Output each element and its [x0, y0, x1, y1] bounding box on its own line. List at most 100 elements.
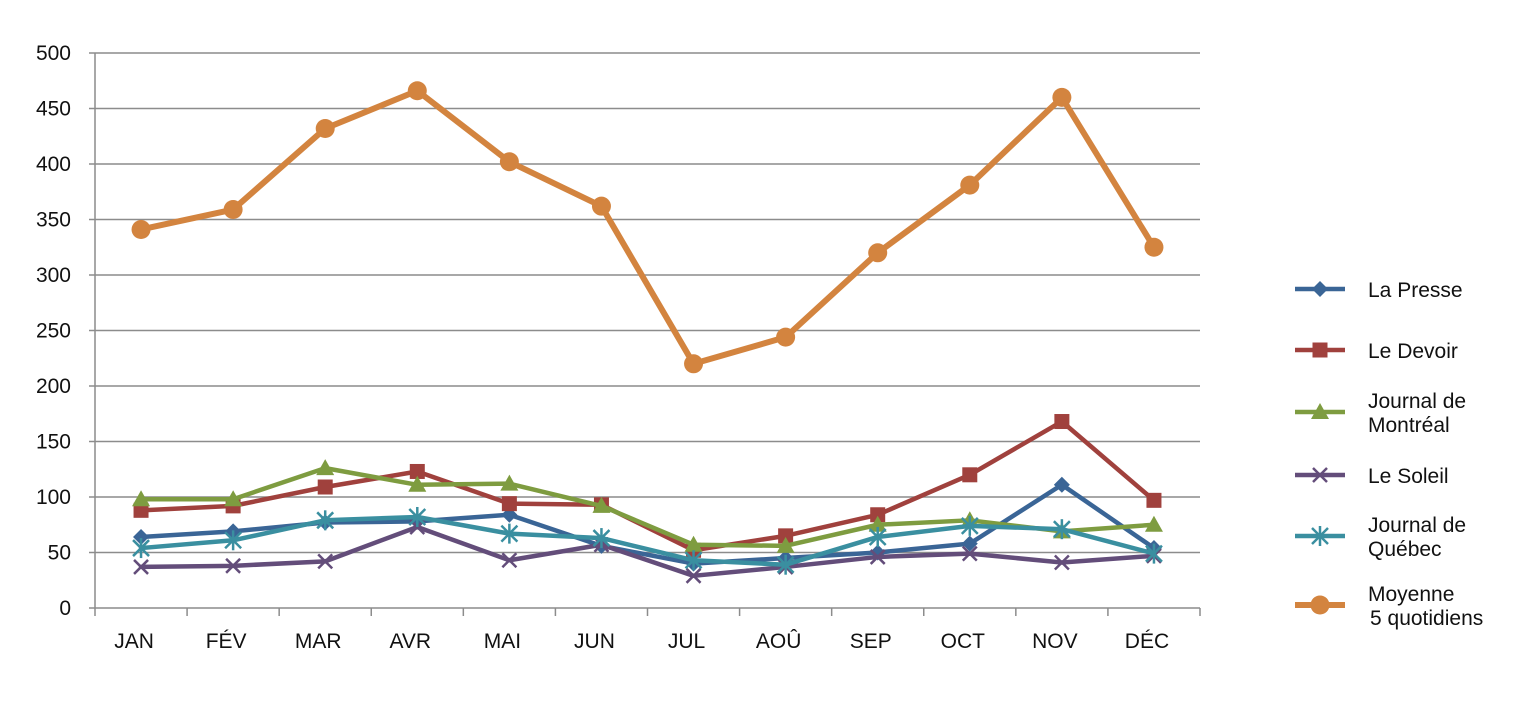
y-tick-label: 100 — [36, 486, 71, 509]
series-journal-de-montreal — [132, 459, 1163, 553]
legend-item-la-presse: La Presse — [1295, 279, 1463, 302]
data-point — [132, 538, 150, 559]
data-point — [132, 490, 151, 507]
data-point — [501, 496, 517, 512]
data-point — [131, 219, 151, 239]
data-point — [960, 515, 979, 536]
data-point — [315, 118, 335, 138]
legend-swatch-marker — [1312, 342, 1328, 358]
data-point — [317, 553, 334, 570]
data-point — [592, 496, 611, 513]
data-point — [1145, 543, 1163, 564]
data-point — [408, 506, 427, 527]
series-line — [138, 514, 1157, 567]
marker-stroke — [1053, 554, 1070, 571]
data-point — [501, 552, 518, 569]
x-tick-label: MAI — [484, 630, 521, 653]
y-tick-label: 500 — [36, 42, 71, 65]
series-moyenne-5-quotidiens — [131, 81, 1164, 374]
series-line — [138, 87, 1157, 367]
data-point — [1052, 87, 1072, 107]
data-point — [868, 526, 887, 547]
data-point — [684, 354, 704, 374]
x-tick-label: NOV — [1032, 630, 1078, 653]
legend-label: Journal de — [1368, 514, 1466, 537]
x-tick-label: FÉV — [206, 630, 247, 653]
data-point — [960, 175, 980, 195]
y-tick-label: 50 — [48, 542, 71, 565]
series-le-soleil — [133, 519, 1162, 584]
x-tick-label: AVR — [389, 630, 431, 653]
y-tick-label: 200 — [36, 375, 71, 398]
data-point — [868, 243, 888, 263]
series-group — [131, 81, 1164, 584]
data-point — [133, 559, 149, 575]
legend-label: 5 quotidiens — [1370, 607, 1483, 630]
legend-label: Moyenne — [1368, 583, 1454, 606]
series-le-devoir — [133, 414, 1162, 558]
x-tick-label: SEP — [850, 630, 892, 653]
marker-stroke — [685, 567, 702, 584]
data-point — [499, 152, 519, 172]
marker-stroke — [1312, 467, 1328, 483]
data-point — [1144, 515, 1163, 532]
y-tick-label: 400 — [36, 153, 71, 176]
data-point — [409, 463, 425, 479]
data-point — [317, 479, 333, 495]
data-point — [500, 523, 519, 544]
x-tick-label: OCT — [941, 630, 986, 653]
data-point — [776, 554, 795, 575]
marker-stroke — [961, 545, 978, 562]
x-tick-label: DÉC — [1125, 630, 1169, 653]
data-point — [1053, 476, 1070, 493]
y-tick-label: 450 — [36, 98, 71, 121]
data-point — [868, 515, 887, 532]
data-point — [685, 567, 702, 584]
data-point — [961, 535, 978, 552]
y-tick-label: 350 — [36, 209, 71, 232]
data-point — [223, 200, 243, 220]
legend-label: La Presse — [1368, 279, 1463, 302]
axes — [89, 52, 1201, 616]
y-tick-label: 0 — [59, 597, 71, 620]
data-point — [224, 530, 243, 551]
data-point — [408, 475, 427, 492]
legend-swatch-marker — [1312, 467, 1328, 483]
series-line — [138, 465, 1157, 549]
legend-label: Journal de — [1368, 390, 1466, 413]
data-point — [1052, 519, 1071, 540]
legend-label: Le Soleil — [1368, 465, 1449, 488]
x-axis-ticks: JAN FÉV MAR AVR MAI JUN JUL AOÛ SEP OCT NOV DÉC — [114, 630, 1169, 653]
legend-swatch-marker — [1311, 403, 1329, 419]
data-point — [684, 550, 703, 571]
marker-stroke — [133, 559, 149, 575]
data-point — [316, 510, 335, 531]
x-tick-label: MAR — [295, 630, 342, 653]
data-point — [1053, 554, 1070, 571]
y-tick-label: 300 — [36, 264, 71, 287]
data-point — [776, 327, 796, 347]
data-point — [961, 545, 978, 562]
legend-label: Le Devoir — [1368, 340, 1458, 363]
y-tick-label: 150 — [36, 431, 71, 454]
data-point — [225, 557, 242, 574]
legend-label: Montréal — [1368, 414, 1450, 437]
legend-item-le-devoir: Le Devoir — [1295, 340, 1458, 363]
data-point — [869, 549, 886, 565]
data-point — [407, 81, 427, 101]
data-point — [776, 536, 795, 553]
x-tick-label: AOÛ — [756, 630, 802, 653]
data-point — [1144, 237, 1164, 257]
data-point — [962, 467, 978, 483]
data-point — [1146, 492, 1162, 508]
x-tick-label: JUL — [668, 630, 705, 653]
marker-stroke — [501, 552, 518, 569]
legend-item-le-soleil: Le Soleil — [1295, 465, 1449, 488]
gridlines — [95, 52, 1200, 554]
data-point — [316, 459, 335, 476]
marker-stroke — [225, 557, 242, 574]
